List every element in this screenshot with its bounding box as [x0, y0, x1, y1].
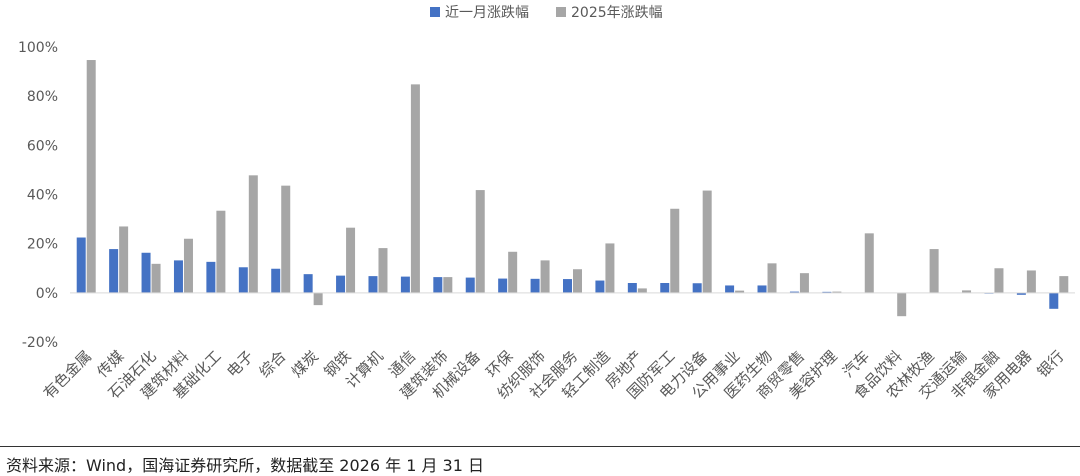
legend-swatch-1 — [430, 7, 440, 17]
bar-2025-13 — [475, 190, 485, 293]
footer-divider — [0, 446, 1080, 447]
x-category-label: 银行 — [1034, 347, 1068, 381]
bar-2025-9 — [346, 227, 356, 293]
bar-2025-14 — [508, 251, 518, 293]
x-category-label: 煤炭 — [288, 347, 322, 381]
x-category-label: 计算机 — [342, 347, 387, 392]
bar-last-month-14 — [498, 278, 508, 293]
bar-2025-5 — [216, 210, 226, 293]
bar-2025-17 — [605, 243, 615, 293]
bar-2025-4 — [183, 238, 193, 293]
x-category-label: 综合 — [256, 347, 290, 381]
bar-chart: 近一月涨跌幅 2025年涨跌幅 -20% 0% 20% 40% 60% 80% 100% 有色… — [18, 5, 1075, 402]
legend-label-2: 2025年涨跌幅 — [571, 5, 663, 21]
bar-2025-28 — [962, 290, 972, 293]
bar-2025-3 — [151, 263, 161, 293]
bars — [70, 60, 1075, 317]
bar-2025-22 — [767, 263, 777, 293]
chart-legend: 近一月涨跌幅 2025年涨跌幅 — [430, 5, 663, 21]
bar-2025-20 — [702, 190, 712, 293]
y-tick-label: 60% — [27, 138, 58, 154]
bar-last-month-12 — [433, 277, 443, 293]
bar-2025-8 — [313, 292, 323, 306]
bar-2025-16 — [573, 269, 582, 293]
bar-last-month-18 — [627, 283, 637, 293]
bar-2025-30 — [1026, 270, 1036, 293]
bar-last-month-1 — [76, 237, 86, 293]
bar-last-month-15 — [530, 278, 540, 293]
bar-last-month-11 — [400, 276, 410, 293]
bar-2025-29 — [994, 268, 1004, 293]
bar-last-month-22 — [757, 285, 767, 293]
x-category-label: 电子 — [223, 347, 257, 381]
bar-2025-10 — [378, 248, 388, 293]
bar-2025-1 — [86, 60, 96, 293]
bar-last-month-8 — [303, 274, 313, 293]
bar-last-month-6 — [238, 267, 248, 293]
bar-2025-2 — [119, 226, 129, 293]
bar-2025-24 — [832, 291, 842, 293]
bar-last-month-5 — [206, 261, 216, 293]
bar-2025-31 — [1059, 276, 1069, 293]
bar-last-month-3 — [141, 252, 151, 293]
bar-2025-18 — [637, 288, 647, 293]
bar-2025-12 — [443, 277, 453, 293]
bar-last-month-20 — [692, 283, 702, 293]
bar-last-month-13 — [465, 277, 475, 293]
bar-2025-15 — [540, 260, 550, 293]
legend-label-1: 近一月涨跌幅 — [445, 5, 529, 21]
bar-last-month-9 — [336, 275, 346, 293]
bar-2025-23 — [799, 273, 809, 293]
bar-last-month-19 — [660, 283, 670, 293]
y-tick-label: 0% — [36, 286, 58, 302]
bar-last-month-31 — [1049, 292, 1059, 309]
bar-2025-6 — [248, 175, 258, 293]
bar-last-month-30 — [1016, 292, 1026, 295]
bar-2025-7 — [281, 185, 291, 293]
bar-last-month-10 — [368, 276, 378, 293]
bar-2025-27 — [929, 249, 939, 293]
legend-swatch-2 — [556, 7, 566, 17]
x-axis: 有色金属传媒石油石化建筑材料基础化工电子综合煤炭钢铁计算机通信建筑装饰机械设备环… — [40, 347, 1068, 402]
y-axis: -20% 0% 20% 40% 60% 80% 100% — [18, 40, 58, 351]
bar-2025-25 — [864, 233, 874, 293]
bar-last-month-2 — [109, 249, 119, 293]
bar-2025-11 — [410, 84, 420, 293]
bar-last-month-7 — [271, 268, 281, 293]
bar-last-month-23 — [789, 291, 799, 293]
bar-2025-21 — [735, 290, 745, 293]
bar-last-month-17 — [595, 280, 605, 293]
y-tick-label: 40% — [27, 188, 58, 204]
bar-last-month-16 — [563, 279, 572, 293]
bar-2025-19 — [670, 208, 680, 293]
y-tick-label: -20% — [22, 335, 58, 351]
bar-last-month-4 — [173, 260, 183, 293]
y-tick-label: 100% — [18, 40, 58, 56]
bar-last-month-21 — [725, 285, 735, 293]
y-tick-label: 80% — [27, 89, 58, 105]
bar-2025-26 — [897, 292, 907, 317]
y-tick-label: 20% — [27, 237, 58, 253]
source-note: 资料来源：Wind，国海证券研究所，数据截至 2026 年 1 月 31 日 — [6, 456, 484, 475]
x-category-label: 有色金属 — [40, 347, 95, 402]
